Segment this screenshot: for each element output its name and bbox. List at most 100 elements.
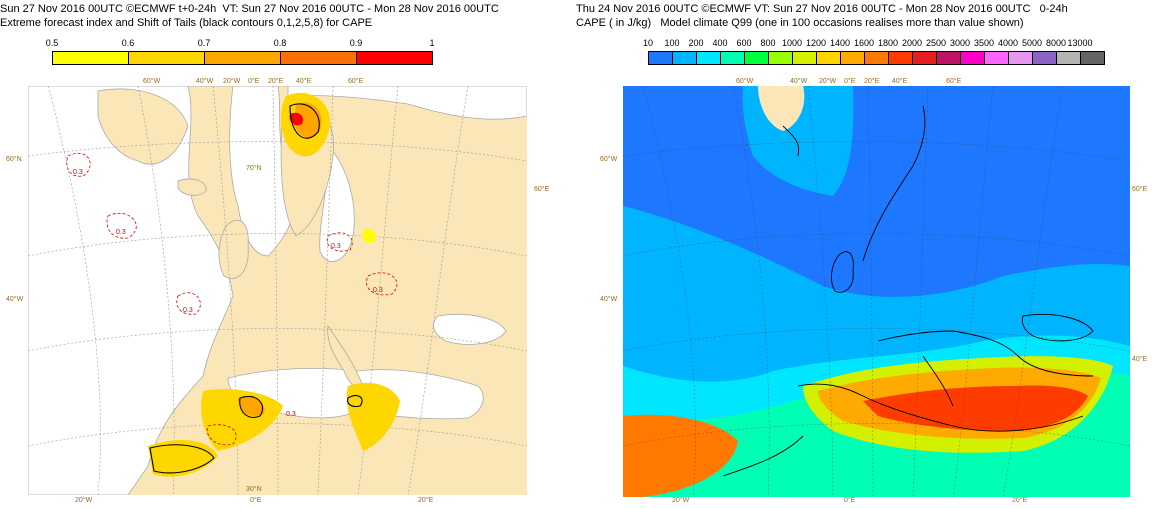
efi-patch-east [362, 229, 376, 243]
legend-tick-label: 4000 [997, 38, 1019, 48]
grid-label-bottom: 20°E [1012, 497, 1028, 504]
legend-color-box [888, 51, 913, 65]
legend-color-box [864, 51, 889, 65]
efi-title-line1: Sun 27 Nov 2016 00UTC ©ECMWF t+0-24h VT:… [0, 3, 499, 15]
legend-tick-label: 1 [429, 38, 435, 48]
efi-patch-spain-core [238, 396, 265, 417]
grid-label-top: 60°E [946, 78, 962, 85]
legend-color-box [720, 51, 745, 65]
cape-land-northeast [853, 86, 1130, 281]
efi-patch-africa [148, 440, 218, 477]
cape-band-1600-sw [623, 414, 738, 497]
legend-tick-label: 1600 [853, 38, 875, 48]
legend-color-box [840, 51, 865, 65]
grid-label-top: 40°E [296, 78, 312, 85]
cape-map-graphic [623, 86, 1130, 497]
legend-tick-label: 0.9 [349, 38, 363, 48]
legend-color-box [984, 51, 1009, 65]
grid-label-inner: 70°N [246, 165, 262, 172]
grid-label-bottom: 20°E [418, 497, 434, 504]
grid-label-top: 40°W [790, 78, 808, 85]
contour-label: 0.3 [73, 169, 83, 176]
legend-tick-label: 13000 [1067, 38, 1093, 48]
contour-label: 0.3 [183, 307, 193, 314]
legend-color-box [356, 51, 433, 65]
grid-label-right: 60°E [534, 186, 550, 193]
grid-label-top: 40°E [892, 78, 908, 85]
efi-panel: Sun 27 Nov 2016 00UTC ©ECMWF t+0-24h VT:… [0, 3, 550, 504]
cape-band-1800 [863, 385, 1088, 432]
grid-label-top: 20°E [268, 78, 284, 85]
legend-color-box [52, 51, 129, 65]
legend-tick-label: 1200 [805, 38, 827, 48]
legend-color-box [816, 51, 841, 65]
legend-tick-label: 0.5 [45, 38, 59, 48]
efi-map-graphic: 0.3 0.3 0.3 0.3 0.3 0.3 [28, 86, 527, 495]
efi-title-line2: Extreme forecast index and Shift of Tail… [0, 17, 373, 29]
grid-label-top: 60°W [143, 78, 161, 85]
grid-label-top: 40°W [196, 78, 214, 85]
grid-label-top: 0°E [248, 78, 260, 85]
grid-label-top: 20°W [223, 78, 241, 85]
legend-color-box [648, 51, 673, 65]
cape-legend: 10 100 200 400 600 800 1000 1200 1400 1600 1800 200… [643, 38, 1105, 68]
grid-label-left: 40°W [600, 296, 618, 303]
grid-label-bottom: 0°E [250, 497, 262, 504]
grid-label-bottom: 0°E [844, 497, 856, 504]
grid-label-top: 0°E [844, 78, 856, 85]
arctic-sea [148, 86, 527, 120]
legend-tick-label: 800 [760, 38, 776, 48]
legend-color-box [744, 51, 769, 65]
legend-color-box [792, 51, 817, 65]
legend-tick-label: 8000 [1045, 38, 1067, 48]
legend-color-box [280, 51, 357, 65]
legend-tick-label: 3500 [973, 38, 995, 48]
contour-label: 0.3 [116, 229, 126, 236]
contour-label: 0.3 [286, 411, 296, 418]
cape-title-line2: CAPE ( in J/kg) Model climate Q99 (one i… [576, 17, 1024, 29]
legend-tick-label: 400 [712, 38, 728, 48]
legend-tick-label: 10 [642, 38, 653, 48]
legend-tick-label: 0.7 [197, 38, 211, 48]
grid-label-left: 60°N [6, 156, 22, 163]
legend-tick-label: 2000 [901, 38, 923, 48]
contour-label: 0.3 [373, 287, 383, 294]
legend-color-box [1056, 51, 1081, 65]
legend-tick-label: 200 [688, 38, 704, 48]
legend-color-box [768, 51, 793, 65]
legend-color-box [696, 51, 721, 65]
grid-label-bottom: 20°W [75, 497, 93, 504]
grid-label-top: 60°W [736, 78, 754, 85]
legend-tick-label: 3000 [949, 38, 971, 48]
efi-patch-mediterranean [346, 382, 400, 451]
legend-color-box [1080, 51, 1105, 65]
grid-label-bottom: 20°W [672, 497, 690, 504]
legend-color-box [912, 51, 937, 65]
greenland [97, 88, 189, 165]
grid-label-top: 60°E [348, 78, 364, 85]
legend-tick-label: 1800 [877, 38, 899, 48]
legend-tick-label: 1400 [829, 38, 851, 48]
cape-title-line1: Thu 24 Nov 2016 00UTC ©ECMWF VT: Sun 27 … [576, 3, 1068, 15]
legend-tick-label: 0.8 [273, 38, 287, 48]
british-isles [218, 220, 249, 279]
legend-color-box [204, 51, 281, 65]
legend-tick-label: 2500 [925, 38, 947, 48]
legend-color-box [1008, 51, 1033, 65]
legend-color-box [960, 51, 985, 65]
cape-climate-panel: Thu 24 Nov 2016 00UTC ©ECMWF VT: Sun 27 … [576, 0, 1152, 509]
grid-label-top: 20°E [864, 78, 880, 85]
legend-tick-label: 1000 [781, 38, 803, 48]
legend-tick-label: 100 [664, 38, 680, 48]
cape-arctic-patch [758, 86, 805, 131]
grid-label-top: 20°W [819, 78, 837, 85]
efi-map: 0.3 0.3 0.3 0.3 0.3 0.3 [28, 86, 527, 495]
grid-label-left: 60°W [600, 156, 618, 163]
contour-label: 0.3 [331, 243, 341, 250]
legend-color-box [128, 51, 205, 65]
efi-patch-scandinavia-peak [289, 112, 304, 126]
grid-label-right: 40°E [1132, 356, 1148, 363]
legend-color-box [672, 51, 697, 65]
grid-label-inner: 30°N [246, 486, 262, 493]
legend-tick-label: 5000 [1021, 38, 1043, 48]
